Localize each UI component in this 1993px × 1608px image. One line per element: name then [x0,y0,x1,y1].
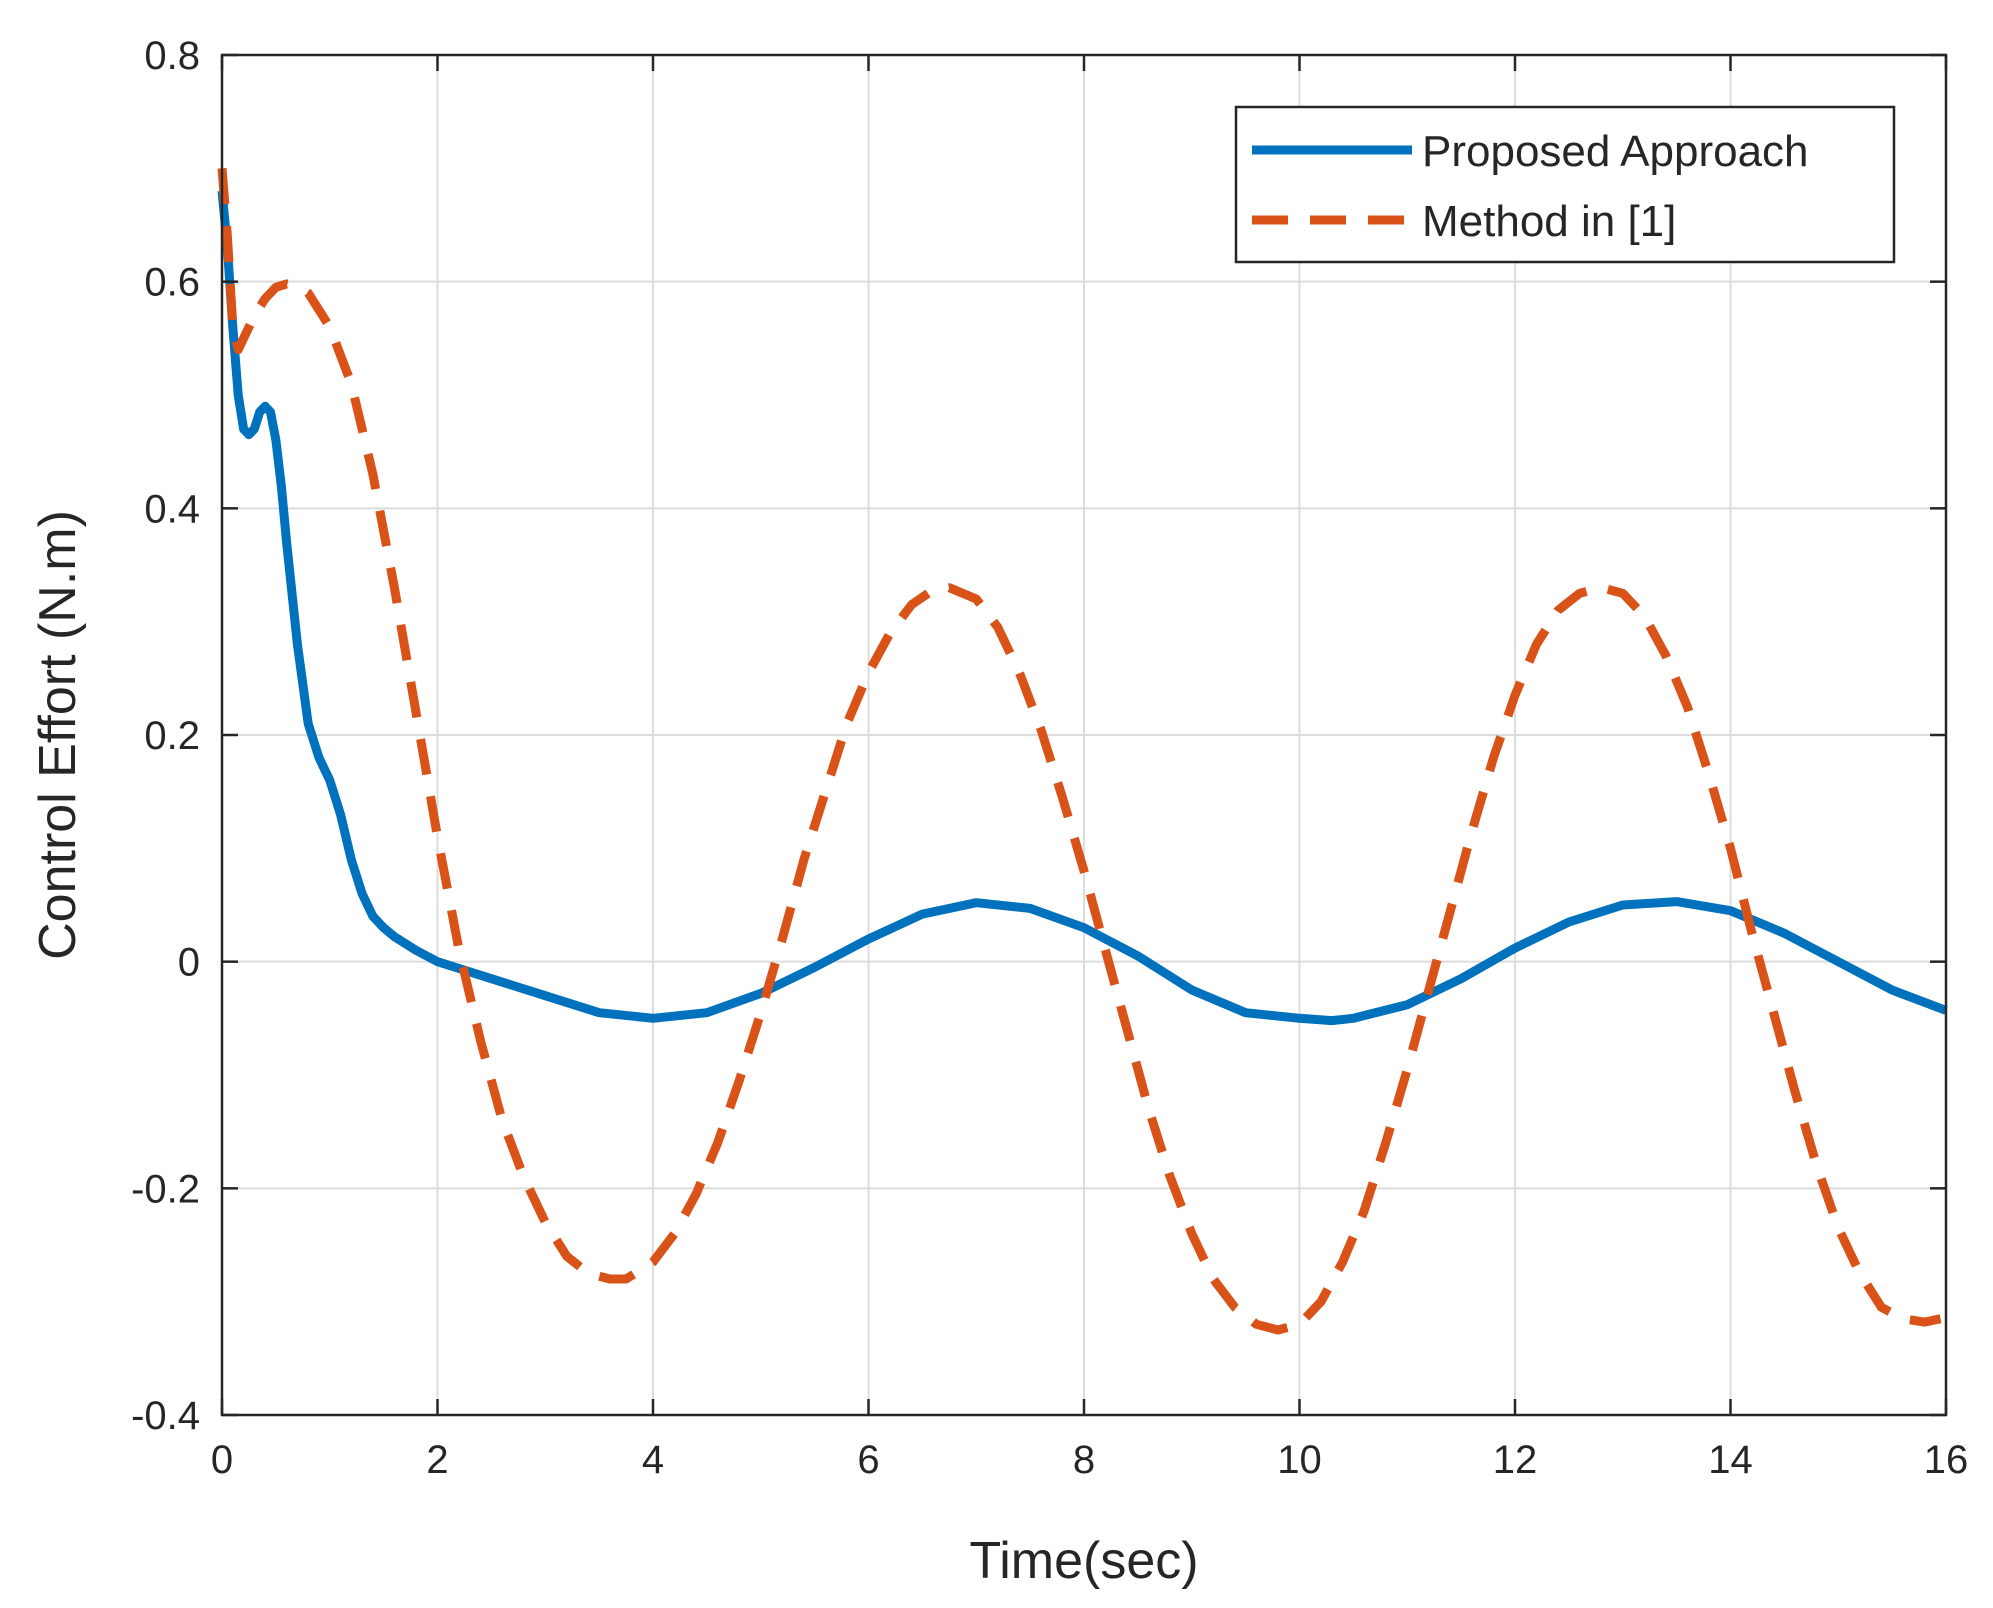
x-tick-label: 16 [1924,1438,1969,1482]
y-tick-label: 0 [178,941,200,985]
y-tick-label: 0.8 [144,34,200,78]
x-axis-title: Time(sec) [969,1532,1198,1590]
axis-ticks: 0 2 4 6 8 10 12 14 16 -0.4 -0.2 0 0.2 0.4 0.6 0.8 [131,34,1968,1482]
x-tick-label: 0 [211,1438,233,1482]
x-tick-label: 2 [426,1438,448,1482]
x-tick-label: 6 [857,1438,879,1482]
series-line-method-in-1 [217,167,1942,1335]
y-tick-label: 0.4 [144,487,200,531]
series-lines [217,167,1948,1335]
legend-label-proposed-approach: Proposed Approach [1422,127,1809,176]
legend-label-method-in-1: Method in [1] [1422,197,1676,246]
x-tick-label: 8 [1073,1438,1095,1482]
series-line-proposed-approach [217,190,1948,1026]
legend-box [1234,105,1896,264]
x-tick-label: 10 [1277,1438,1322,1482]
y-tick-label: 0.6 [144,261,200,305]
legend: Proposed Approach Method in [1] [1234,105,1896,264]
y-tick-label: -0.2 [131,1167,200,1211]
x-tick-label: 12 [1493,1438,1538,1482]
x-tick-label: 4 [642,1438,664,1482]
x-tick-label: 14 [1708,1438,1753,1482]
y-axis-title: Control Effort (N.m) [29,510,87,960]
y-tick-label: 0.2 [144,714,200,758]
y-tick-label: -0.4 [131,1394,200,1438]
